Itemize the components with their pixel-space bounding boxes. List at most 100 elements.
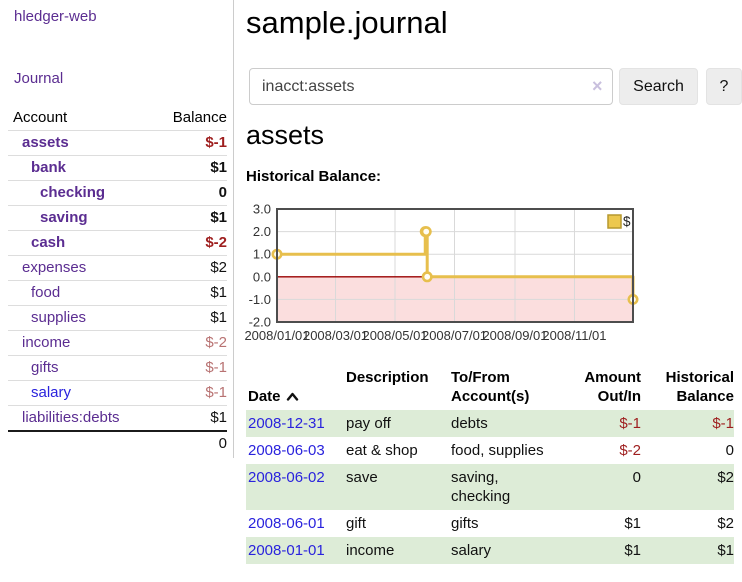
register-date-cell: 2008-06-03 — [246, 437, 344, 464]
register-amount-cell: $-2 — [619, 442, 641, 459]
sidebar-account-link[interactable]: salary — [31, 384, 72, 401]
account-balance: $-1 — [155, 355, 227, 381]
accounts-total-value: 0 — [155, 430, 227, 456]
register-date-link[interactable]: 2008-12-31 — [248, 415, 325, 432]
register-date-link[interactable]: 2008-01-01 — [248, 542, 325, 559]
account-name-cell: expenses — [8, 255, 156, 281]
account-balance: 0 — [155, 180, 227, 206]
register-row[interactable]: 2008-01-01 income salary $1 $1 — [246, 537, 734, 564]
register-header-amount: Amount Out/In — [584, 369, 641, 405]
page-title: sample.journal — [246, 5, 448, 40]
account-row: liabilities:debts $1 — [8, 405, 227, 432]
register-description-cell: gift — [346, 515, 367, 532]
register-date-cell: 2008-12-31 — [246, 410, 344, 437]
x-axis-tick-label: 2008/03/01 — [303, 328, 368, 343]
register-date-cell: 2008-06-02 — [246, 464, 344, 510]
register-accounts-cell: gifts — [451, 515, 479, 532]
sidebar-item-journal[interactable]: Journal — [14, 70, 64, 87]
x-axis-tick-label: 2008/11/01 — [542, 328, 606, 343]
y-axis-tick-label: 0.0 — [253, 269, 271, 284]
brand-link[interactable]: hledger-web — [14, 8, 97, 25]
accounts-header-account: Account — [8, 106, 156, 131]
help-button[interactable]: ? — [706, 68, 742, 105]
account-row: cash $-2 — [8, 230, 227, 256]
account-name-cell: bank — [8, 155, 156, 181]
account-balance: $1 — [155, 155, 227, 181]
register-row[interactable]: 2008-12-31 pay off debts $-1 $-1 — [246, 410, 734, 437]
account-balance: $-1 — [155, 130, 227, 156]
register-date-link[interactable]: 2008-06-03 — [248, 442, 325, 459]
x-axis-tick-label: 2008/05/01 — [362, 328, 427, 343]
balance-chart-svg: $3.0 2.0 1.0 0.0 -1.0 -2.02008/01/012008/03/0… — [244, 202, 639, 343]
sidebar-account-link[interactable]: income — [22, 334, 71, 351]
register-balance-cell: $2 — [717, 515, 734, 532]
account-row: supplies $1 — [8, 305, 227, 331]
register-date-link[interactable]: 2008-06-02 — [248, 469, 325, 486]
clear-search-icon[interactable]: × — [592, 76, 603, 96]
legend-label: $ — [623, 214, 631, 229]
sidebar-account-link[interactable]: cash — [31, 234, 66, 251]
historical-balance-chart: $3.0 2.0 1.0 0.0 -1.0 -2.0 2008/01/01 2008/03/0… — [240, 202, 740, 352]
register-header-description: Description — [346, 369, 429, 386]
register-date-cell: 2008-01-01 — [246, 537, 344, 564]
sort-ascending-icon — [286, 387, 299, 406]
account-row: income $-2 — [8, 330, 227, 356]
y-axis-tick-label: -2.0 — [249, 315, 271, 330]
register-balance-cell: $-1 — [712, 415, 734, 432]
register-row[interactable]: 2008-06-02 save saving, checking 0 $2 — [246, 464, 734, 510]
sidebar-account-link[interactable]: supplies — [31, 309, 87, 326]
account-name-cell: assets — [8, 130, 156, 156]
accounts-total-row: 0 — [8, 430, 227, 456]
account-name-cell: income — [8, 330, 156, 356]
register-accounts-cell: food, supplies — [451, 442, 544, 459]
register-row[interactable]: 2008-06-03 eat & shop food, supplies $-2 0 — [246, 437, 734, 464]
sidebar-account-link[interactable]: expenses — [22, 259, 87, 276]
register-description-cell: eat & shop — [346, 442, 418, 459]
search-input[interactable] — [249, 68, 613, 105]
account-row: checking 0 — [8, 180, 227, 206]
sidebar-account-link[interactable]: gifts — [31, 359, 59, 376]
account-name-cell: checking — [8, 180, 156, 206]
sidebar-account-link[interactable]: assets — [22, 134, 69, 151]
sidebar-account-link[interactable]: checking — [40, 184, 106, 201]
account-balance: $1 — [155, 405, 227, 432]
accounts-table: Account Balance assets $-1 bank $1 checking 0… — [8, 106, 227, 456]
x-axis-tick-label: 2008/09/01 — [482, 328, 547, 343]
register-table: Date Description To/From Account(s) Amou… — [246, 363, 734, 564]
register-header-row: Date Description To/From Account(s) Amou… — [246, 363, 734, 410]
y-axis-tick-label: -1.0 — [249, 292, 271, 307]
sidebar-account-link[interactable]: food — [31, 284, 61, 301]
register-header-date-label: Date — [248, 388, 281, 405]
register-description-cell: income — [346, 542, 395, 559]
sidebar-account-link[interactable]: saving — [40, 209, 88, 226]
register-balance-cell: $2 — [717, 469, 734, 486]
account-name-cell: saving — [8, 205, 156, 231]
search-button[interactable]: Search — [619, 68, 698, 105]
account-heading: assets — [246, 120, 325, 150]
x-axis-tick-label: 2008/01/01 — [244, 328, 309, 343]
account-row: saving $1 — [8, 205, 227, 231]
register-row[interactable]: 2008-06-01 gift gifts $1 $2 — [246, 510, 734, 537]
register-header-accounts: To/From Account(s) — [451, 369, 530, 405]
sidebar-account-link[interactable]: liabilities:debts — [22, 409, 120, 426]
sidebar-account-link[interactable]: bank — [31, 159, 67, 176]
account-balance: $-2 — [155, 230, 227, 256]
account-name-cell: cash — [8, 230, 156, 256]
register-amount-cell: $1 — [624, 515, 641, 532]
account-name-cell: gifts — [8, 355, 156, 381]
register-description-cell: pay off — [346, 415, 391, 432]
sidebar-divider — [233, 0, 234, 458]
account-balance: $-2 — [155, 330, 227, 356]
register-description-cell: save — [346, 469, 378, 486]
account-balance: $2 — [155, 255, 227, 281]
register-amount-cell: $1 — [624, 542, 641, 559]
account-name-cell: supplies — [8, 305, 156, 331]
register-accounts-cell: debts — [451, 415, 488, 432]
register-header-date[interactable]: Date — [246, 363, 344, 410]
register-date-link[interactable]: 2008-06-01 — [248, 515, 325, 532]
account-balance: $-1 — [155, 380, 227, 406]
x-axis-tick-label: 2008/07/01 — [422, 328, 487, 343]
chart-heading: Historical Balance: — [246, 168, 382, 185]
y-axis-tick-label: 1.0 — [253, 247, 271, 262]
register-header-balance: Historical Balance — [665, 369, 734, 405]
